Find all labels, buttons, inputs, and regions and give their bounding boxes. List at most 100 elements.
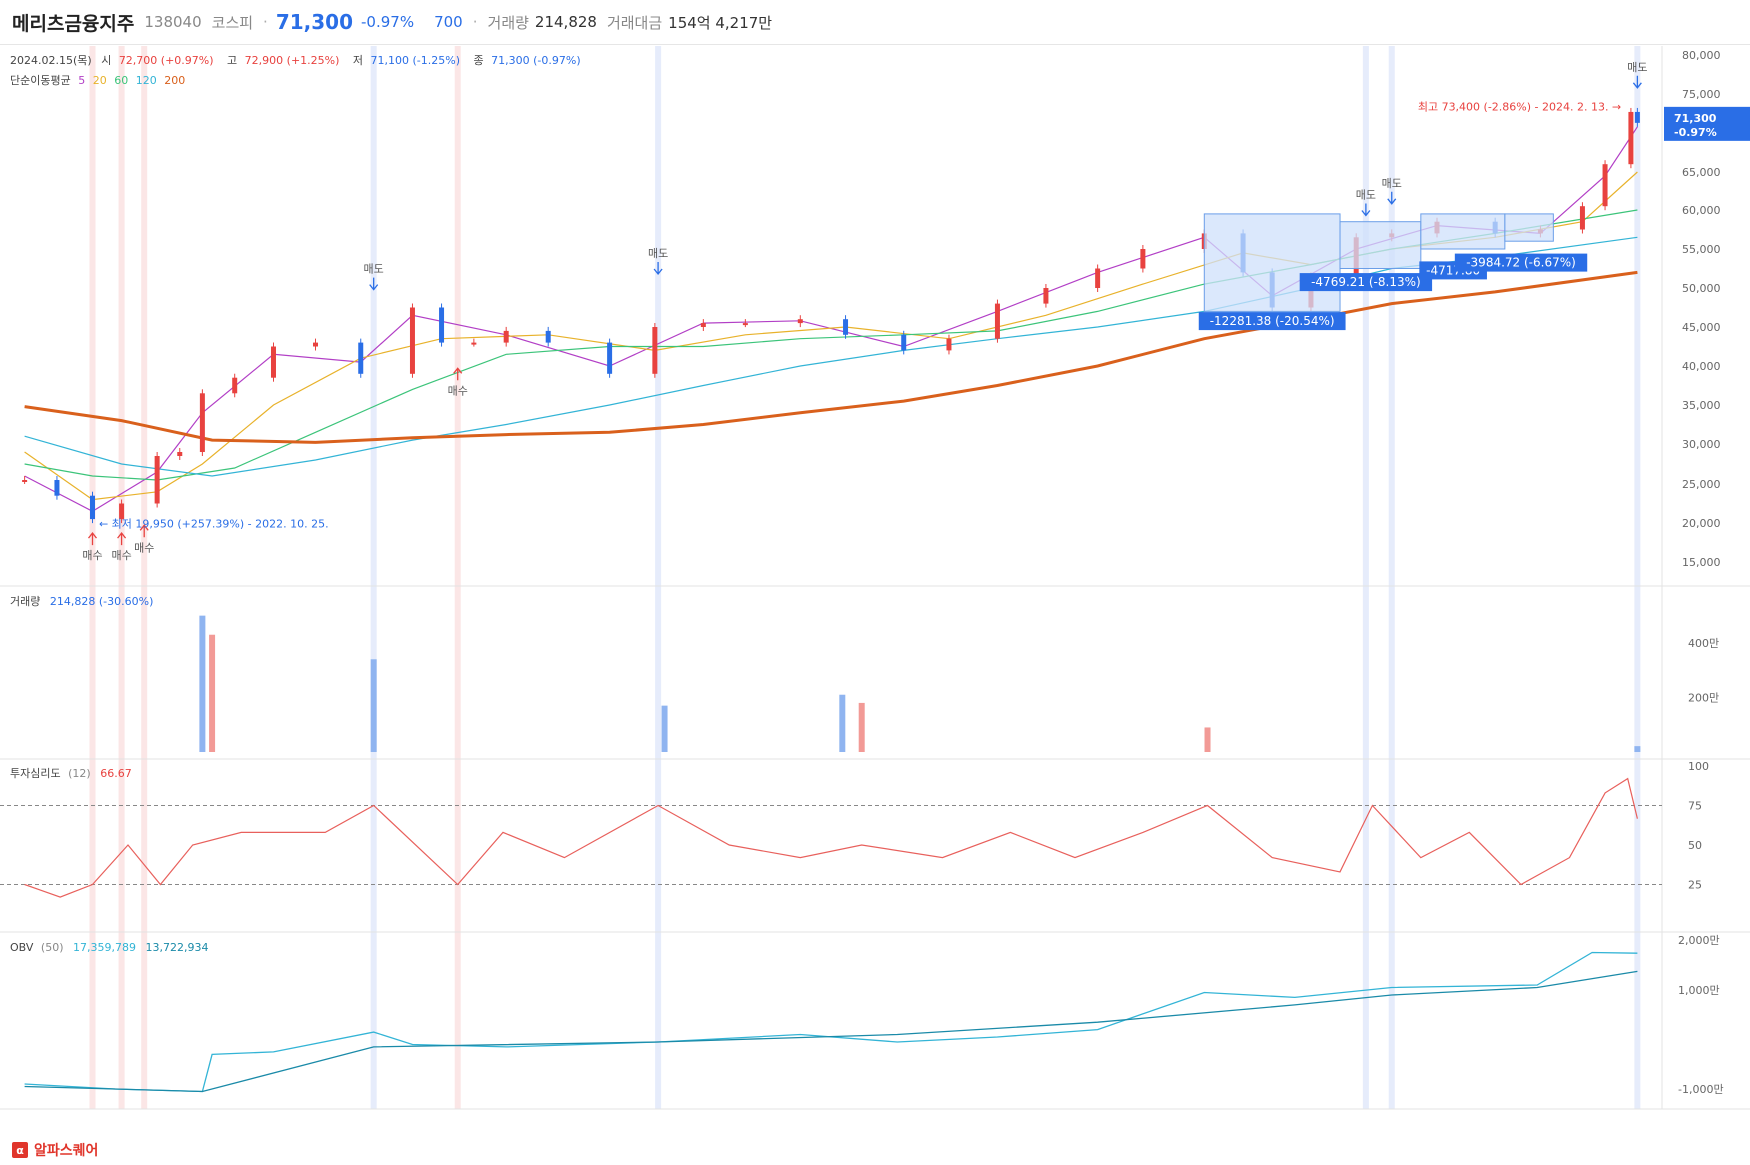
sell-signal-stripe — [1634, 46, 1641, 1109]
candle-body — [22, 480, 28, 482]
candle-body — [1043, 288, 1049, 304]
x-axis-tick: 2023.09.01 — [1066, 1117, 1129, 1119]
change-percent: -0.97% — [361, 13, 415, 31]
candle-body — [89, 495, 95, 520]
obv-panel-value2: 13,722,934 — [145, 941, 208, 954]
x-axis-tick: 2022.12.01 — [181, 1117, 244, 1119]
sell-label: 매도 — [648, 247, 668, 260]
psy-panel-value: 66.67 — [100, 767, 132, 780]
psy-axis-tick: 50 — [1688, 839, 1702, 852]
volume-bar — [370, 659, 377, 752]
drawdown-tag — [1299, 273, 1433, 292]
turnover-value: 154억 4,217만 — [668, 13, 773, 32]
low-annotation: ← 최저 19,950 (+257.39%) - 2022. 10. 25. — [99, 517, 329, 530]
stock-name: 메리츠금융지주 — [12, 12, 135, 35]
buy-label: 매수 — [82, 549, 102, 562]
open-label: 시 — [101, 54, 111, 67]
drawdown-tag — [1454, 253, 1588, 272]
brand-name: 알파스퀘어 — [34, 1143, 99, 1159]
candle-body — [607, 342, 613, 374]
buy-signal-stripe — [454, 46, 461, 1109]
candle-body — [1628, 111, 1634, 165]
drawdown-box — [1420, 213, 1506, 250]
x-axis-tick: 2023.03.02 — [475, 1117, 538, 1119]
ma-legend[interactable]: 단순이동평균 5 20 60 120 200 — [10, 74, 185, 87]
sell-arrow-icon — [1632, 75, 1642, 89]
candle-body — [439, 307, 445, 343]
buy-label: 매수 — [111, 549, 131, 562]
candle-body — [946, 338, 952, 351]
drawdown-box — [1339, 221, 1422, 269]
ma-legend-120: 120 — [136, 74, 157, 87]
obv-signal-line — [24, 970, 1638, 1093]
sell-arrow-icon — [1387, 191, 1397, 205]
sell-signal-stripe — [655, 46, 662, 1109]
candle-body — [1602, 164, 1608, 207]
candle-body — [177, 452, 183, 456]
sell-label: 매도 — [1356, 189, 1376, 202]
obv-axis-tick: -1,000만 — [1678, 1083, 1724, 1096]
candle-body — [232, 377, 238, 394]
volume-axis-tick: 400만 — [1688, 637, 1719, 650]
price-axis-tick: 25,000 — [1682, 478, 1721, 491]
drawdown-tag-text: -12281.38 (-20.54%) — [1210, 314, 1335, 328]
volume-bar — [1634, 746, 1641, 752]
separator-dot: · — [263, 13, 268, 31]
price-axis-tick: 50,000 — [1682, 282, 1721, 295]
price-axis-tick: 20,000 — [1682, 517, 1721, 530]
buy-signal-stripe — [118, 46, 125, 1109]
volume-bar — [661, 705, 668, 752]
brand-logo-icon: α — [12, 1142, 28, 1158]
psy-axis-tick: 75 — [1688, 800, 1702, 813]
open-value: 72,700 (+0.97%) — [119, 54, 214, 67]
obv-panel-legend: OBV (50) 17,359,789 13,722,934 — [10, 941, 208, 954]
close-value: 71,300 (-0.97%) — [491, 54, 580, 67]
volume-panel-value: 214,828 (-30.60%) — [50, 595, 153, 608]
volume-panel-label: 거래량 — [10, 595, 40, 608]
sell-signal-stripe — [1388, 46, 1395, 1109]
current-price-tag-value: 71,300 — [1674, 112, 1717, 125]
obv-axis-tick: 1,000만 — [1678, 984, 1720, 997]
drawdown-tag — [1198, 312, 1346, 331]
brand-footer[interactable]: α 알파스퀘어 — [12, 1140, 98, 1160]
drawdown-tag-text: -3984.72 (-6.67%) — [1466, 256, 1576, 270]
ohlc-info-line: 2024.02.15(목) 시 72,700 (+0.97%) 고 72,900… — [10, 54, 581, 67]
psy-panel-param: (12) — [68, 767, 91, 780]
buy-signal-stripe — [89, 46, 96, 1109]
high-annotation: 최고 73,400 (-2.86%) - 2024. 2. 13. → — [1418, 100, 1621, 113]
sell-label: 매도 — [1627, 61, 1647, 74]
buy-arrow-icon — [139, 524, 149, 538]
sell-arrow-icon — [1361, 203, 1371, 217]
ma-legend-5: 5 — [78, 74, 85, 87]
candle-body — [843, 319, 849, 335]
psy-panel-legend: 투자심리도 (12) 66.67 — [10, 767, 132, 780]
volume-bar — [858, 702, 865, 752]
psy-axis-tick: 100 — [1688, 760, 1709, 773]
candle-body — [1095, 268, 1101, 288]
low-label: 저 — [353, 54, 363, 67]
x-axis-tick: 2023.12.01 — [1360, 1117, 1423, 1119]
volume-panel-legend: 거래량 214,828 (-30.60%) — [10, 595, 153, 608]
obv-panel-param: (50) — [41, 941, 64, 954]
ma-legend-20: 20 — [93, 74, 107, 87]
price-axis-tick: 60,000 — [1682, 204, 1721, 217]
high-value: 72,900 (+1.25%) — [245, 54, 340, 67]
x-axis-tick: 2023.06.01 — [769, 1117, 832, 1119]
volume-axis-tick: 200만 — [1688, 691, 1719, 704]
price-axis-tick: 75,000 — [1682, 88, 1721, 101]
price-axis-tick: 45,000 — [1682, 321, 1721, 334]
sell-label: 매도 — [364, 263, 384, 276]
sell-signal-stripe — [370, 46, 377, 1109]
drawdown-box — [1504, 213, 1554, 242]
ma-legend-200: 200 — [164, 74, 185, 87]
buy-arrow-icon — [117, 532, 127, 546]
candle-body — [700, 323, 706, 327]
info-date: 2024.02.15(목) — [10, 54, 92, 67]
candle-body — [409, 307, 415, 374]
candle-body — [1634, 111, 1640, 123]
close-label: 종 — [474, 54, 484, 67]
buy-label: 매수 — [134, 541, 154, 554]
volume-bar — [1204, 727, 1211, 752]
current-price: 71,300 — [275, 10, 354, 34]
